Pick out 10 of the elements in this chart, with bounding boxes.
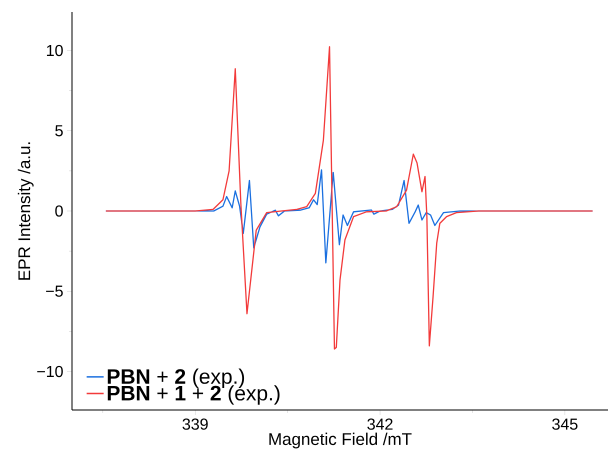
y-tick-label: −10: [37, 366, 63, 378]
y-tick-label: 5: [55, 125, 63, 136]
y-tick-label: 0: [55, 205, 63, 217]
x-tick-label: 339: [182, 418, 208, 430]
x-tick-label: 345: [552, 418, 578, 430]
x-tick-label: 342: [367, 418, 393, 430]
y-tick-label: 10: [46, 44, 63, 56]
y-axis-title: EPR Intensity /a.u.: [18, 142, 34, 280]
y-tick-label: −5: [46, 286, 63, 297]
x-axis-title: Magnetic Field /mT: [269, 432, 412, 448]
